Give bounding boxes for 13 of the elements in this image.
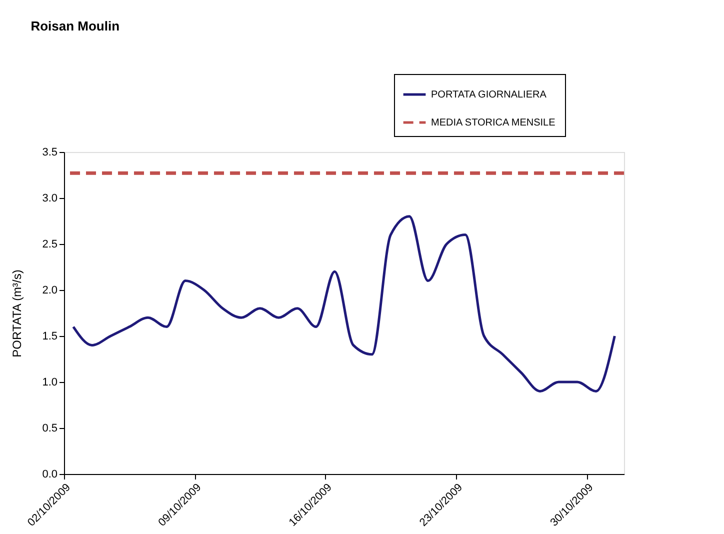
y-tick-label: 3.0 (42, 192, 58, 204)
y-tick-label: 1.0 (42, 376, 58, 388)
y-tick-label: 0.5 (42, 422, 58, 434)
y-tick-label: 0.0 (42, 468, 58, 480)
y-tick-label: 3.5 (42, 146, 58, 158)
legend-label: MEDIA STORICA MENSILE (431, 118, 556, 128)
line-series (72, 215, 616, 392)
legend-label: PORTATA GIORNALIERA (431, 90, 547, 100)
y-tick-label: 2.5 (42, 238, 58, 250)
y-axis-title: PORTATA (m³/s) (10, 270, 24, 358)
chart-title: Roisan Moulin (30, 18, 120, 34)
y-tick-label: 2.0 (42, 284, 58, 296)
y-tick-label: 1.5 (42, 330, 58, 342)
